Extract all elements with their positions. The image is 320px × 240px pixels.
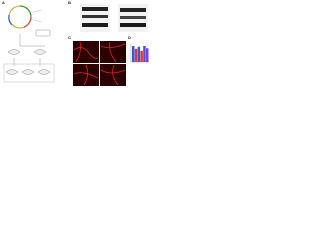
panel-label: A xyxy=(2,0,5,5)
schematic xyxy=(3,29,55,83)
page: {"panels": [{"label": "A"}, {"label": "B… xyxy=(0,0,150,88)
bar xyxy=(132,46,135,62)
panel-label: D xyxy=(128,35,131,40)
panel-label: B xyxy=(68,0,71,5)
bar xyxy=(146,48,149,62)
figure: A B C xyxy=(2,0,149,86)
panel-label: C xyxy=(68,35,71,40)
bar xyxy=(143,46,146,62)
western-blot xyxy=(80,4,148,32)
bar xyxy=(140,50,143,62)
fluorescence-images xyxy=(73,41,126,86)
bar xyxy=(134,48,138,62)
plasmid-map xyxy=(8,5,43,29)
bar xyxy=(137,46,141,62)
